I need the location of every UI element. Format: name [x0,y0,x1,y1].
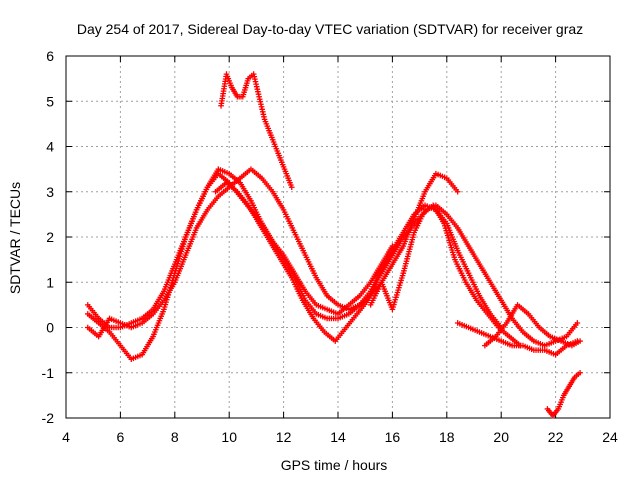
series-track-4 [218,71,295,191]
grid [66,56,610,418]
y-tick-label: 1 [46,274,54,290]
series-track-3 [84,166,461,340]
y-tick-label: -2 [42,410,55,426]
x-tick-label: 24 [602,429,618,445]
data-point [577,369,583,376]
y-tick-label: -1 [42,365,55,381]
y-tick-label: 5 [46,93,54,109]
y-tick-label: 0 [46,320,54,336]
x-tick-label: 10 [221,429,237,445]
y-axis-label: SDTVAR / TECUs [7,182,23,294]
y-tick-label: 2 [46,229,54,245]
x-tick-label: 22 [548,429,564,445]
x-tick-label: 20 [493,429,509,445]
data-point [577,338,583,344]
y-tick-label: 6 [46,48,54,64]
series-track-6 [367,202,581,349]
x-tick-label: 4 [62,429,70,445]
series-track-1 [84,170,504,362]
x-tick-label: 6 [117,429,125,445]
series-track-8 [482,302,583,349]
series-track-7 [454,320,581,358]
series-track-9 [544,369,583,419]
x-tick-label: 16 [385,429,401,445]
y-tick-label: 4 [46,139,54,155]
x-tick-label: 12 [276,429,292,445]
data-point [454,188,461,195]
data-point [288,184,295,191]
x-axis-label: GPS time / hours [281,457,388,473]
x-tick-label: 14 [330,429,346,445]
data-point [574,320,581,326]
series-track-2 [84,166,396,331]
data-point [389,243,396,249]
x-tick-label: 8 [171,429,179,445]
series-layer [84,71,583,419]
x-tick-label: 18 [439,429,455,445]
y-tick-label: 3 [46,184,54,200]
chart-title: Day 254 of 2017, Sidereal Day-to-day VTE… [77,21,583,37]
series-track-5 [212,179,524,349]
